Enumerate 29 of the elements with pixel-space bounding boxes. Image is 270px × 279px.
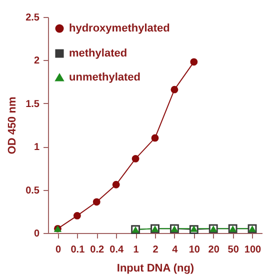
y-tick-label: 0 <box>34 228 40 240</box>
x-tick-label: 4 <box>172 244 178 256</box>
legend-label: hydroxymethylated <box>69 22 170 34</box>
x-tick-label: 20 <box>208 244 220 256</box>
y-tick-label: 0.5 <box>26 185 40 196</box>
point <box>132 154 140 162</box>
point <box>170 86 178 94</box>
point <box>112 180 120 188</box>
point <box>73 212 81 220</box>
legend-label: methylated <box>69 48 128 60</box>
x-tick-label: 0.4 <box>110 244 124 256</box>
x-tick-label: 0.2 <box>90 244 105 256</box>
point <box>190 58 198 66</box>
x-axis-title: Input DNA (ng) <box>116 262 194 274</box>
x-tick-label: 50 <box>228 244 240 256</box>
y-tick-label: 2 <box>34 56 40 67</box>
point <box>151 134 159 142</box>
y-axis-title: OD 450 nm <box>6 96 19 154</box>
point <box>92 198 100 206</box>
x-tick-label: 1 <box>133 244 140 256</box>
y-tick-label: 1 <box>34 142 40 154</box>
x-tick-label: 0 <box>55 244 62 256</box>
x-tick-label: 0.1 <box>70 244 86 256</box>
y-tick-label: 2.5 <box>26 12 40 24</box>
x-tick-label: 10 <box>188 244 200 256</box>
x-tick-label: 2 <box>152 244 159 256</box>
x-tick-label: 100 <box>244 244 262 256</box>
y-tick-label: 1.5 <box>26 98 40 110</box>
legend-label: unmethylated <box>69 72 141 84</box>
